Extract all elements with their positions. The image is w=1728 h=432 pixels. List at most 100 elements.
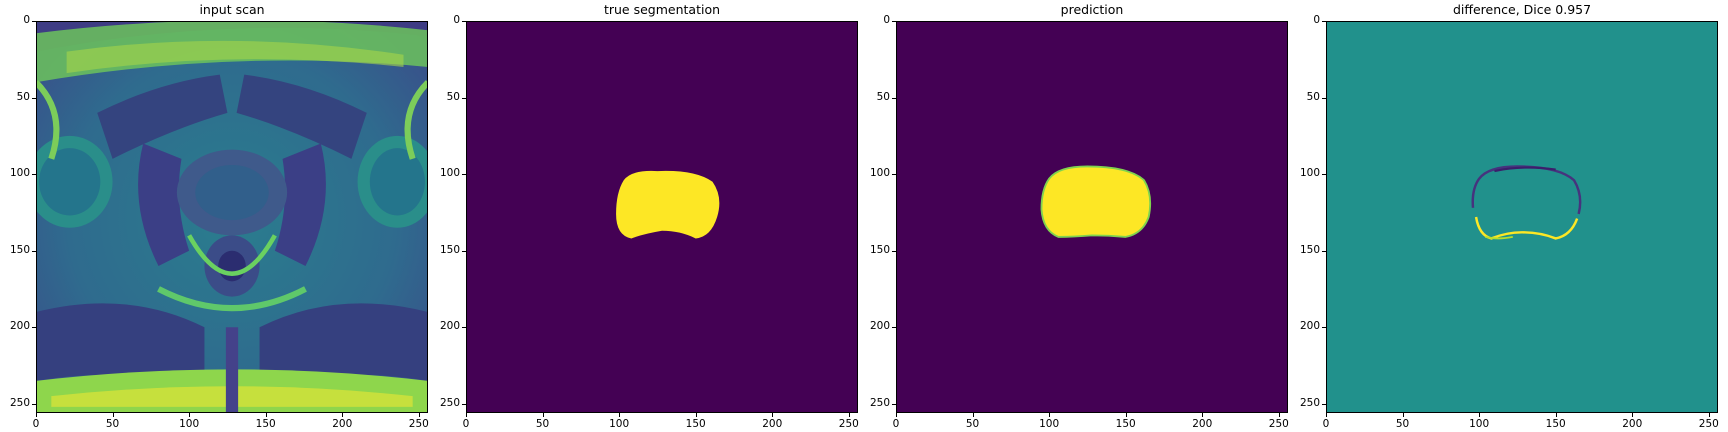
panel-input-scan: input scan [0, 0, 430, 432]
y-tick [462, 174, 466, 176]
x-tick [542, 413, 544, 417]
x-tick [1202, 413, 1204, 417]
y-tick-label: 200 [439, 320, 460, 333]
y-tick-label: 50 [1306, 90, 1320, 103]
difference-image [1326, 21, 1718, 413]
y-tick [1322, 174, 1326, 176]
y-tick-label: 50 [876, 90, 890, 103]
x-tick [619, 413, 621, 417]
x-tick-label: 0 [892, 418, 900, 430]
x-tick [896, 413, 897, 417]
x-tick-label: 50 [535, 418, 550, 430]
y-tick [462, 97, 466, 99]
y-tick-label: 200 [1299, 320, 1320, 333]
x-tick [1278, 413, 1280, 417]
x-tick-label: 0 [1322, 418, 1330, 430]
x-tick [36, 413, 37, 417]
panel-difference: difference, Dice 0.957 0 50 100 150 200 250 0 5… [1290, 0, 1720, 432]
x-tick-label: 0 [32, 418, 40, 430]
x-tick-label: 150 [255, 418, 276, 430]
y-tick [892, 327, 896, 329]
y-tick-label: 0 [453, 14, 460, 26]
y-tick [32, 174, 36, 176]
x-tick [342, 413, 344, 417]
x-tick-label: 250 [1698, 418, 1719, 430]
panel-title: input scan [199, 2, 265, 17]
x-tick [466, 413, 467, 417]
y-tick [32, 403, 36, 405]
x-tick-label: 200 [332, 418, 353, 430]
x-tick [1555, 413, 1557, 417]
x-tick [1402, 413, 1404, 417]
y-tick-label: 200 [869, 320, 890, 333]
x-tick-label: 50 [1395, 418, 1410, 430]
y-tick [892, 21, 896, 22]
y-tick-label: 100 [869, 167, 890, 180]
y-tick [892, 403, 896, 405]
x-tick [265, 413, 267, 417]
panel-title: prediction [1060, 2, 1124, 17]
y-tick [1322, 21, 1326, 22]
y-tick [892, 174, 896, 176]
x-tick-label: 200 [1192, 418, 1213, 430]
x-tick [418, 413, 420, 417]
x-tick-label: 100 [1039, 418, 1060, 430]
y-tick [32, 250, 36, 252]
plot-area: 0 50 100 150 200 250 0 50 100 150 200 250 [440, 14, 859, 430]
x-tick-label: 50 [105, 418, 120, 430]
y-tick-label: 250 [869, 396, 890, 409]
y-tick [462, 21, 466, 22]
x-tick [848, 413, 850, 417]
x-tick-label: 150 [685, 418, 706, 430]
x-tick-label: 0 [462, 418, 470, 430]
y-tick [32, 21, 36, 22]
y-tick-label: 0 [23, 14, 30, 26]
x-tick-label: 100 [1469, 418, 1490, 430]
panel-true-segmentation: true segmentation 0 50 100 150 200 250 0 50 100 1… [430, 0, 860, 432]
y-tick-label: 100 [1299, 167, 1320, 180]
panel-title: difference, Dice 0.957 [1452, 2, 1592, 17]
mri-scan-image [36, 21, 428, 413]
y-tick [462, 250, 466, 252]
y-tick [32, 327, 36, 329]
x-tick-label: 200 [762, 418, 783, 430]
y-tick-label: 100 [9, 167, 30, 180]
axes-frame [1326, 21, 1718, 413]
y-tick-label: 0 [883, 14, 890, 26]
x-tick [1632, 413, 1634, 417]
y-tick [462, 327, 466, 329]
y-tick-label: 250 [439, 396, 460, 409]
predicted-mask-image [896, 21, 1288, 413]
axes-frame [36, 21, 428, 413]
x-tick-label: 150 [1115, 418, 1136, 430]
y-tick [32, 97, 36, 99]
x-tick [1479, 413, 1481, 417]
x-tick [1326, 413, 1327, 417]
axes-frame [896, 21, 1288, 413]
x-tick [1125, 413, 1127, 417]
y-tick-label: 50 [446, 90, 460, 103]
y-tick-label: 250 [9, 396, 30, 409]
y-tick-label: 150 [869, 243, 890, 256]
y-tick-label: 50 [16, 90, 30, 103]
x-tick-label: 100 [609, 418, 630, 430]
y-tick [1322, 403, 1326, 405]
panel-prediction: prediction 0 50 100 150 200 250 0 50 100 150 200 25… [860, 0, 1290, 432]
x-tick-label: 250 [408, 418, 429, 430]
y-tick-label: 250 [1299, 396, 1320, 409]
y-tick [462, 403, 466, 405]
x-tick [189, 413, 191, 417]
x-tick-label: 200 [1622, 418, 1643, 430]
y-tick-label: 100 [439, 167, 460, 180]
y-tick [1322, 97, 1326, 99]
plot-area: 0 50 100 150 200 250 0 50 100 150 200 250 [870, 14, 1289, 430]
y-tick-label: 150 [1299, 243, 1320, 256]
y-tick-label: 150 [439, 243, 460, 256]
true-mask-image [466, 21, 858, 413]
y-tick [1322, 250, 1326, 252]
x-tick-label: 250 [838, 418, 859, 430]
panel-title: true segmentation [603, 2, 721, 17]
x-tick-label: 150 [1545, 418, 1566, 430]
axes-frame [466, 21, 858, 413]
y-tick-label: 150 [9, 243, 30, 256]
